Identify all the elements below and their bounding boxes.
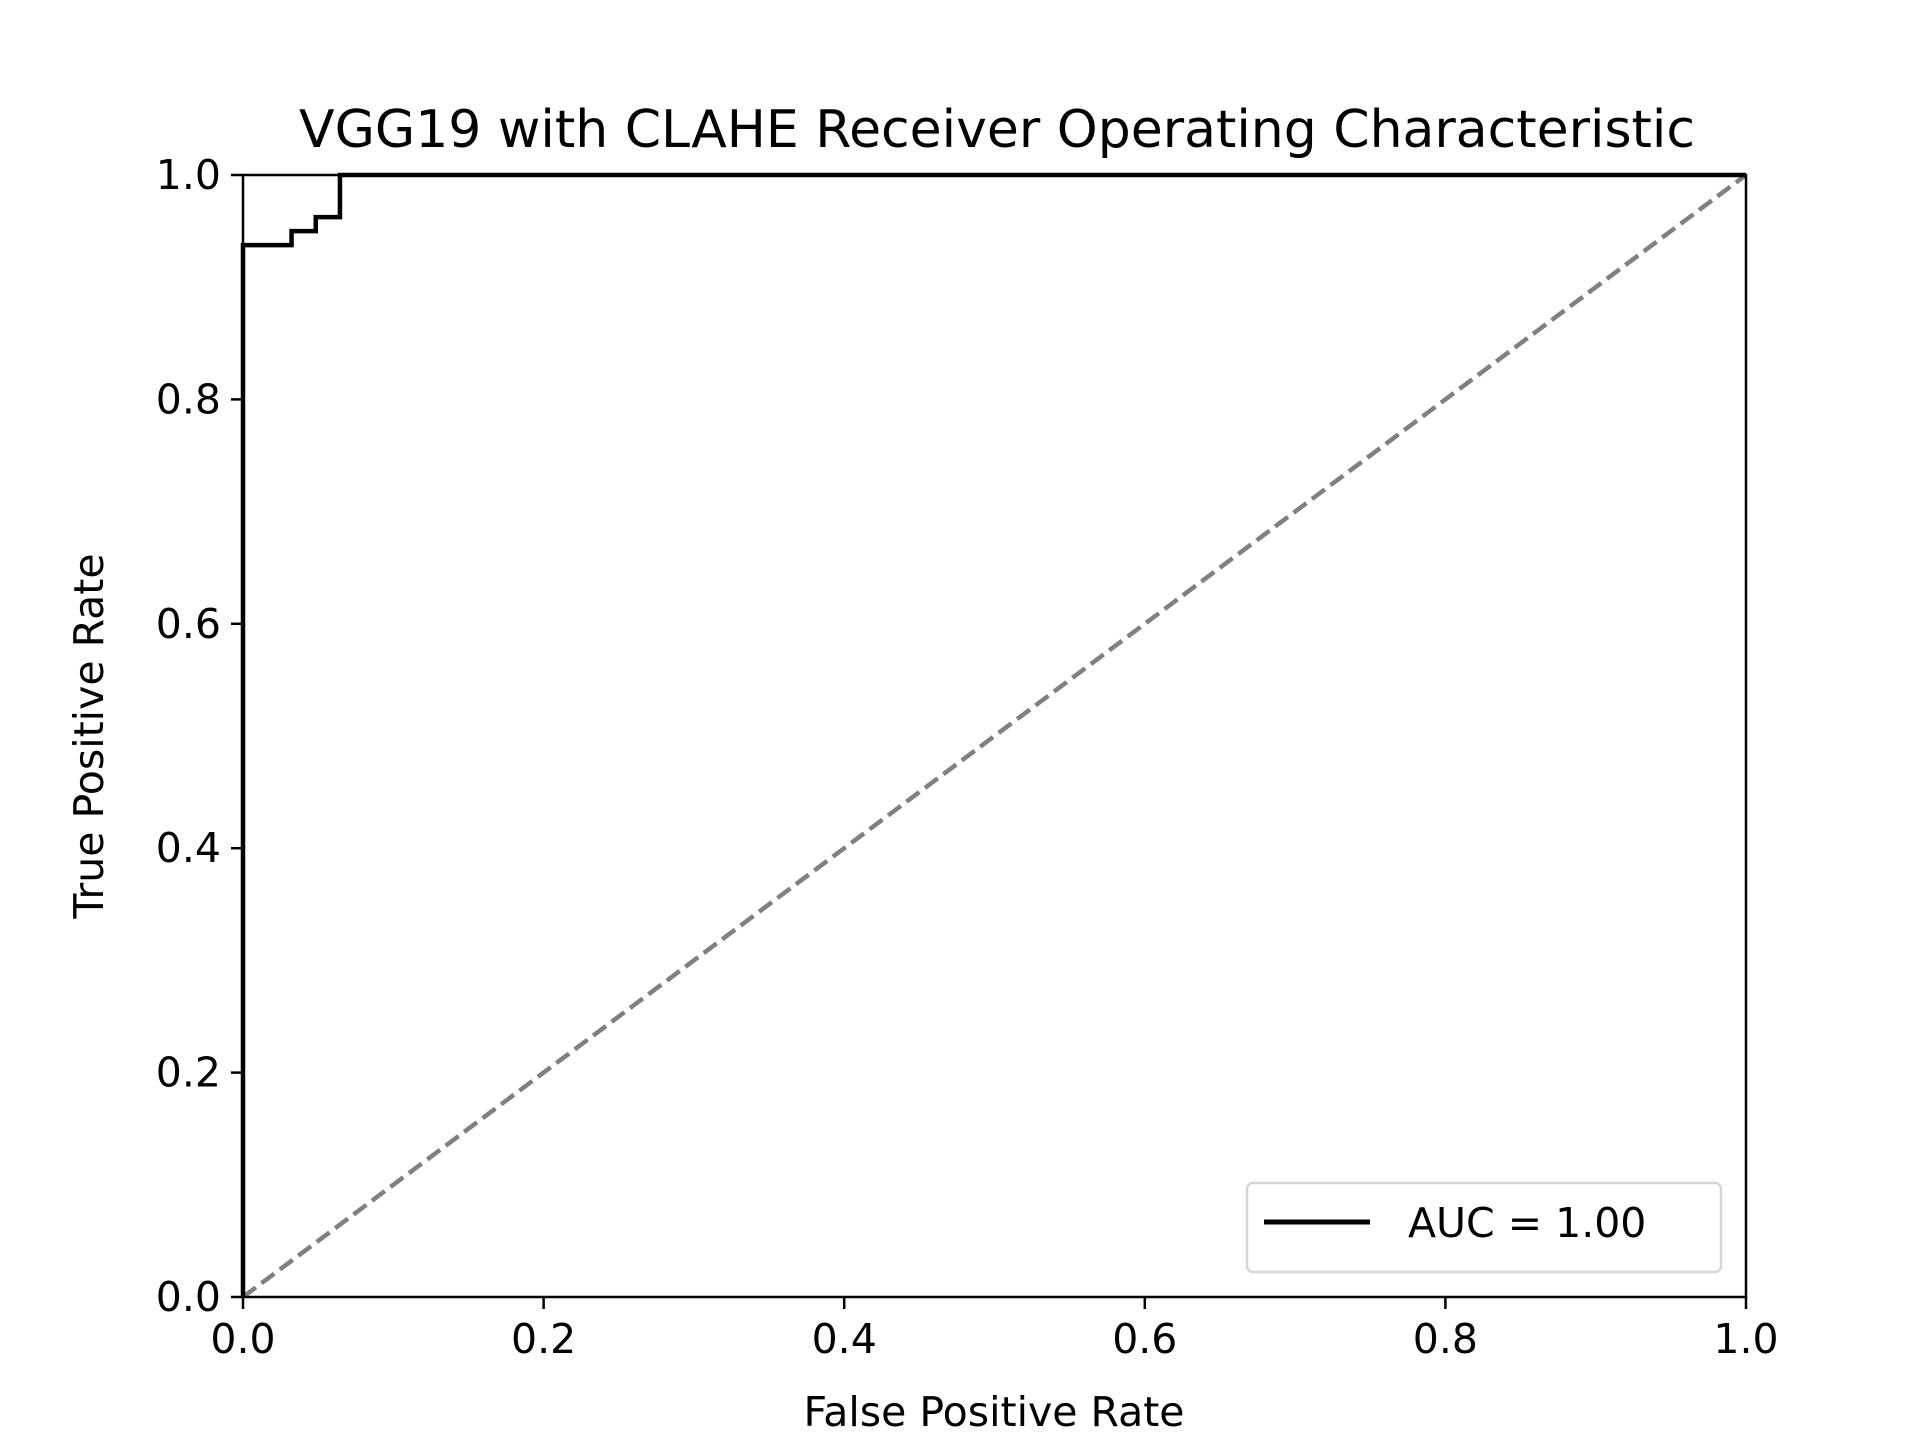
series-layer: [240, 172, 1748, 1299]
y-tick-label: 0.2: [156, 1049, 221, 1097]
chart-title: VGG19 with CLAHE Receiver Operating Char…: [299, 100, 1695, 160]
y-tick-label: 0.8: [156, 375, 221, 423]
roc-curve-line: [240, 172, 1746, 1297]
chance-diagonal-line: [241, 173, 1748, 1299]
x-tick-label: 0.6: [1112, 1315, 1177, 1363]
legend-label-roc-curve: AUC = 1.00: [1408, 1199, 1646, 1247]
y-tick-label: 0.6: [156, 600, 221, 648]
y-tick-label: 1.0: [156, 151, 221, 199]
x-tick-label: 0.4: [812, 1315, 877, 1363]
plot-frame: [241, 173, 1748, 1299]
legend-box: [1245, 1181, 1723, 1274]
x-tick-label: 0.2: [511, 1315, 576, 1363]
y-tick-label: 0.0: [156, 1273, 221, 1321]
x-tick-label: 0.0: [210, 1315, 275, 1363]
plot-area: [240, 172, 1748, 1299]
y-axis-ticks: 0.0 0.2 0.4 0.6 0.8 1.0: [156, 151, 243, 1321]
y-tick-label: 0.4: [156, 824, 221, 872]
legend: AUC = 1.00: [1245, 1181, 1723, 1274]
x-tick-label: 1.0: [1713, 1315, 1778, 1363]
x-axis-ticks: 0.0 0.2 0.4 0.6 0.8 1.0: [210, 1297, 1779, 1363]
x-tick-label: 0.8: [1413, 1315, 1478, 1363]
y-axis-label: True Positive Rate: [65, 553, 113, 919]
x-axis-label: False Positive Rate: [803, 1388, 1184, 1436]
